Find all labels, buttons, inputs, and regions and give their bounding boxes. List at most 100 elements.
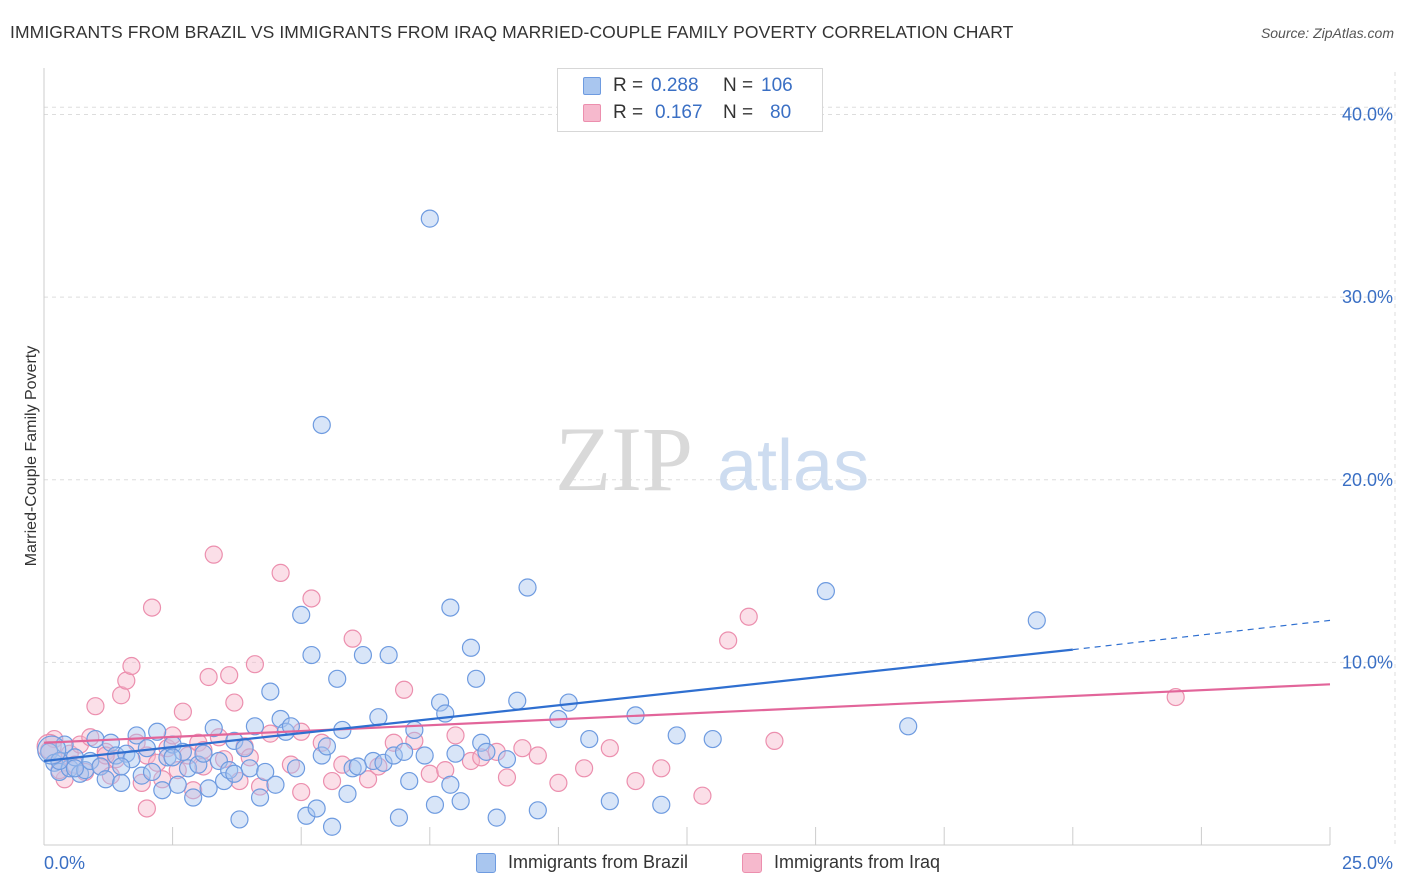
brazil-point [209,751,228,771]
brazil-point [472,733,491,752]
iraq-point [528,746,547,765]
legend-r-value: 0.167 [655,102,703,123]
brazil-point [451,792,470,811]
brazil-point [528,801,547,820]
brazil-point [168,775,187,794]
brazil-point [446,744,465,763]
brazil-point [441,598,460,617]
brazil-point [328,669,347,688]
brazil-point [652,795,671,814]
legend-n-label: N = [723,102,754,123]
brazil-point [148,722,167,741]
brazil-point [394,742,414,761]
brazil-point [194,744,213,763]
brazil-point [899,717,918,736]
bottom-legend-swatch-brazil [476,853,496,873]
brazil-point [307,799,326,818]
brazil-point [420,209,439,228]
brazil-point [112,757,131,776]
x-tick-label: 25.0% [1342,853,1393,873]
iraq-point [220,666,239,685]
brazil-point [348,757,367,776]
iraq-point [693,786,712,805]
stats-legend: R = 0.288 N = 106 R = 0.167 N = 80 [557,68,823,132]
brazil-point [286,759,306,778]
iraq-point [322,771,342,791]
brazil-point [256,762,275,782]
trend-lines [43,619,1331,763]
iraq-point [36,733,62,759]
brazil-trend-line [43,648,1073,763]
iraq-point [487,742,506,761]
iraq-point [446,726,465,745]
legend-swatch-iraq [583,104,601,122]
iraq-point [497,768,517,787]
iraq-point [173,702,192,721]
chart-title: IMMIGRANTS FROM BRAZIL VS IMMIGRANTS FRO… [10,22,1014,42]
brazil-point [497,750,517,769]
brazil-point [312,415,331,435]
brazil-point [436,704,455,723]
iraq-point [122,656,141,676]
iraq-point [420,764,439,783]
iraq-point [384,733,403,752]
iraq-point [225,693,244,712]
brazil-point [250,788,270,807]
iraq-point [199,667,218,687]
iraq-point [245,655,265,674]
brazil-point [374,753,393,772]
brazil-point [508,691,527,710]
iraq-point [513,739,532,758]
iraq-point [343,629,362,648]
brazil-point [235,739,254,758]
y-axis-label: Married-Couple Family Poverty [23,346,40,567]
brazil-point [487,808,506,827]
brazil-trend-extension [1072,619,1331,651]
brazil-point [389,808,409,827]
series-iraq-points [36,545,1185,818]
brazil-point [353,645,373,665]
brazil-point [245,717,265,736]
brazil-point [163,748,182,767]
source-label: Source: ZipAtlas.com [1260,25,1394,41]
legend-r-label: R = [613,75,644,96]
brazil-point [225,764,244,783]
series-brazil-points [37,209,1046,836]
brazil-point [189,755,208,774]
brazil-point [96,770,115,789]
iraq-point [142,598,162,617]
brazil-point [60,759,79,778]
iraq-point [333,755,352,774]
legend-n-value: 106 [761,75,793,96]
brazil-point [667,726,686,745]
y-tick-label: 30.0% [1342,287,1393,307]
brazil-point [292,605,311,625]
iraq-point [271,563,290,582]
iraq-point [292,782,311,802]
iraq-point [739,607,758,626]
axes [43,68,1331,846]
iraq-point [652,759,671,778]
brazil-point [266,775,285,794]
brazil-point [518,578,537,597]
iraq-point [461,751,481,771]
brazil-point [230,810,249,829]
x-tick-label: 0.0% [44,853,85,873]
iraq-point [600,739,619,758]
brazil-point [425,795,445,814]
brazil-point [240,759,259,778]
iraq-point [626,771,645,791]
iraq-trend-line [43,683,1331,744]
brazil-point [142,762,162,782]
legend-r-label: R = [613,102,644,123]
brazil-point [261,682,280,701]
brazil-point [1027,611,1046,630]
brazil-point [379,645,398,665]
brazil-point [415,746,434,765]
brazil-point [405,720,424,740]
brazil-point [430,693,450,712]
bottom-legend-swatch-iraq [742,853,762,873]
legend-n-label: N = [723,75,754,96]
brazil-point [173,742,192,761]
bottom-legend-label: Immigrants from Iraq [774,852,941,872]
